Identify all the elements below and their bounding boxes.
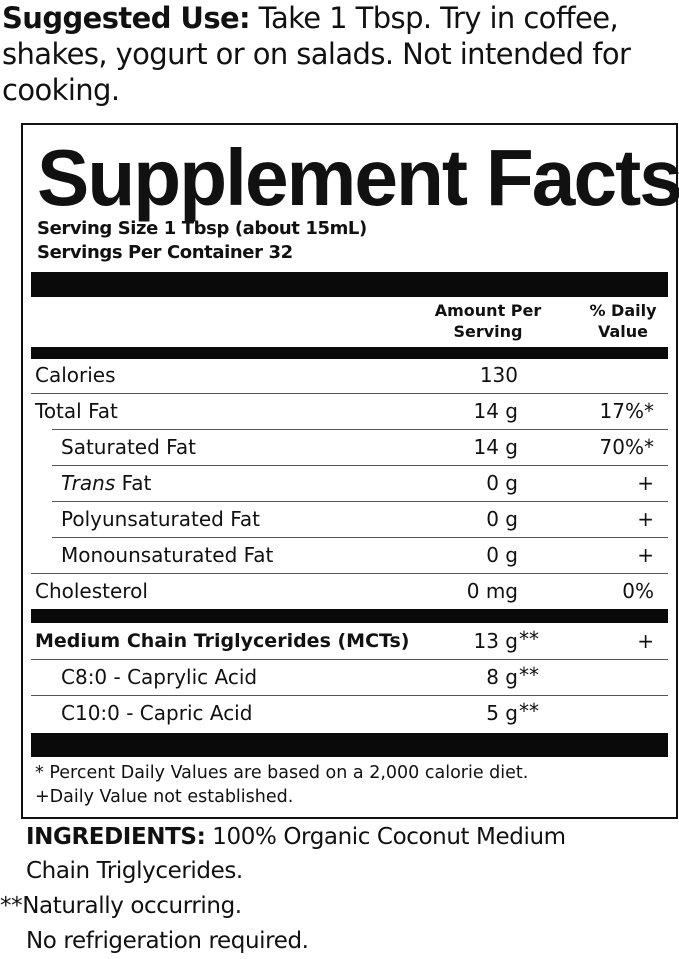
divider-bar — [31, 272, 668, 297]
ingredients-continued: Chain Triglycerides. — [26, 858, 243, 884]
note-naturally-occurring: **Naturally occurring. — [0, 893, 242, 919]
divider-bar — [31, 609, 668, 623]
divider-bar — [31, 733, 668, 757]
serving-size: Serving Size 1 Tbsp (about 15mL) — [37, 218, 367, 239]
servings-per-container: Servings Per Container 32 — [37, 242, 293, 263]
nutrient-amount: 130 — [479, 363, 518, 387]
header-line: % Daily — [589, 301, 657, 320]
nutrient-amount: 8 g — [486, 665, 518, 689]
nutrient-row-cholesterol: Cholesterol 0 mg 0% — [31, 574, 668, 610]
nutrient-dv: 17%* — [599, 399, 654, 423]
nutrient-amount-footnote: ** — [519, 699, 539, 723]
ingredients-label: INGREDIENTS: — [26, 824, 206, 850]
nutrient-label: Polyunsaturated Fat — [61, 507, 260, 531]
suggested-use-label: Suggested Use: — [2, 1, 251, 35]
ingredients-text: 100% Organic Coconut Medium — [205, 824, 566, 850]
panel-title: Supplement Facts — [37, 133, 679, 222]
nutrient-row-capric-acid: C10:0 - Capric Acid 5 g ** — [31, 696, 668, 732]
header-line: Serving — [453, 322, 523, 341]
header-line: Amount Per — [434, 301, 542, 320]
divider-bar — [31, 347, 668, 359]
nutrient-label: Total Fat — [35, 399, 118, 423]
nutrient-dv: 70%* — [599, 435, 654, 459]
footnote-not-established: +Daily Value not established. — [35, 787, 294, 807]
nutrient-row-polyunsaturated-fat: Polyunsaturated Fat 0 g + — [31, 502, 668, 538]
nutrient-row-caprylic-acid: C8:0 - Caprylic Acid 8 g ** — [31, 660, 668, 696]
nutrient-label-italic: Trans — [61, 471, 116, 495]
nutrient-amount: 0 g — [486, 471, 518, 495]
nutrient-amount-footnote: ** — [519, 663, 539, 687]
nutrient-amount: 5 g — [486, 701, 518, 725]
nutrient-dv: + — [637, 471, 654, 495]
nutrient-row-monounsaturated-fat: Monounsaturated Fat 0 g + — [31, 538, 668, 574]
nutrient-row-saturated-fat: Saturated Fat 14 g 70%* — [31, 430, 668, 466]
nutrient-amount: 14 g — [473, 435, 518, 459]
nutrient-label: C10:0 - Capric Acid — [61, 701, 253, 725]
nutrient-label: Trans Fat — [61, 466, 151, 500]
nutrient-label: C8:0 - Caprylic Acid — [61, 665, 258, 689]
nutrient-label: Medium Chain Triglycerides (MCTs) — [35, 630, 410, 652]
header-line: Value — [597, 322, 649, 341]
nutrient-dv: + — [637, 629, 654, 653]
supplement-facts-panel: Supplement Facts Serving Size 1 Tbsp (ab… — [21, 123, 679, 819]
nutrient-amount: 0 g — [486, 507, 518, 531]
nutrient-row-trans-fat: Trans Fat 0 g + — [31, 466, 668, 502]
nutrient-row-calories: Calories 130 — [31, 358, 668, 394]
note-no-refrigeration: No refrigeration required. — [26, 928, 309, 954]
suggested-use: Suggested Use: Take 1 Tbsp. Try in coffe… — [2, 0, 677, 108]
nutrient-amount-footnote: ** — [519, 627, 539, 651]
ingredients: INGREDIENTS: 100% Organic Coconut Medium — [26, 820, 566, 854]
nutrient-row-mcts: Medium Chain Triglycerides (MCTs) 13 g ** + — [31, 624, 668, 660]
nutrient-amount: 0 mg — [466, 579, 518, 603]
nutrient-dv: 0% — [622, 579, 654, 603]
nutrient-dv: + — [637, 507, 654, 531]
suggested-use-text: Take 1 Tbsp. Try in coffee, shakes, yogu… — [2, 1, 631, 107]
nutrient-label: Calories — [35, 363, 116, 387]
nutrient-amount: 0 g — [486, 543, 518, 567]
nutrient-amount: 14 g — [473, 399, 518, 423]
footnote-daily-values: * Percent Daily Values are based on a 2,… — [35, 763, 529, 783]
nutrient-label: Cholesterol — [35, 579, 148, 603]
nutrient-row-total-fat: Total Fat 14 g 17%* — [31, 394, 668, 430]
nutrient-label: Monounsaturated Fat — [61, 543, 274, 567]
nutrient-label-rest: Fat — [115, 471, 152, 495]
column-header-amount: Amount Per Serving — [423, 300, 553, 342]
nutrient-label: Saturated Fat — [61, 435, 196, 459]
column-header-dv: % Daily Value — [578, 300, 668, 342]
nutrient-amount: 13 g — [473, 629, 518, 653]
nutrient-dv: + — [637, 543, 654, 567]
